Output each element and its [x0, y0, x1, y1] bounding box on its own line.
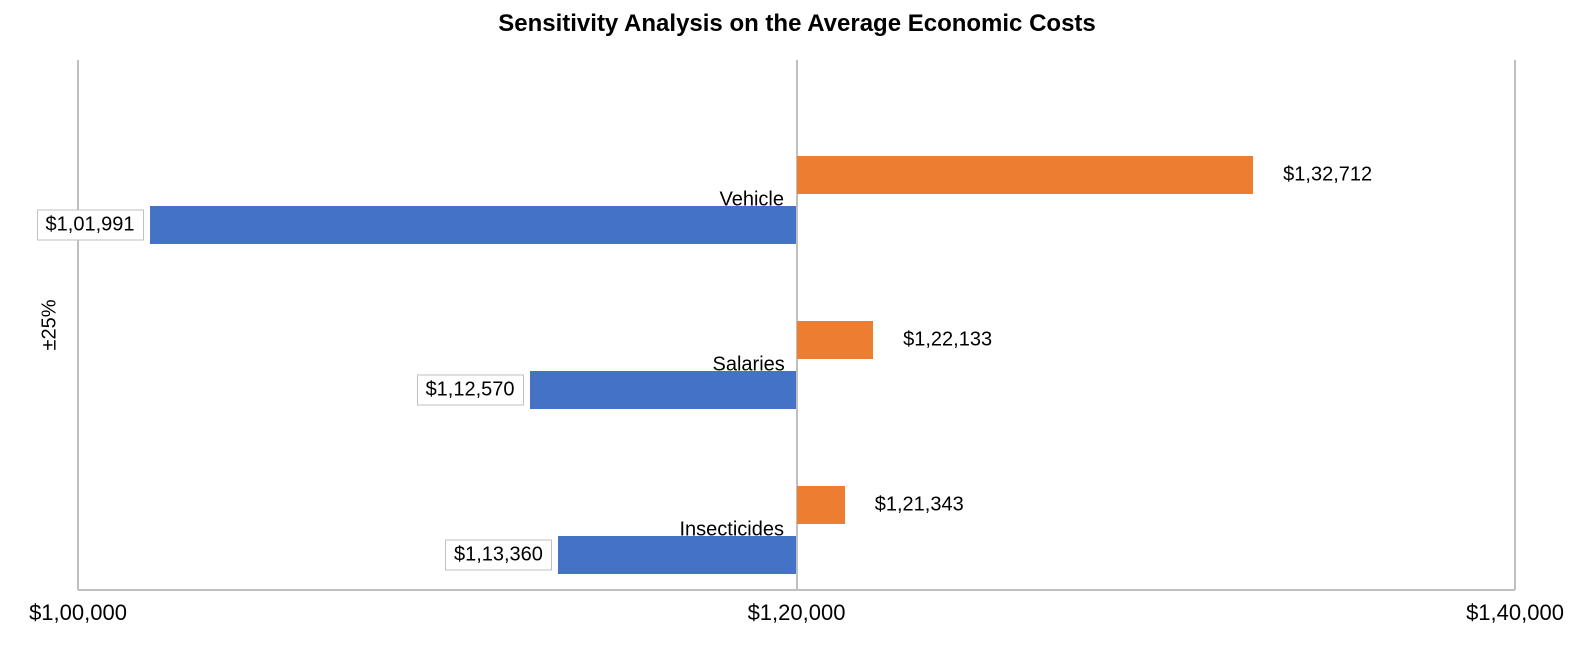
bar-high — [797, 486, 845, 524]
value-label-low: $1,12,570 — [417, 375, 524, 406]
value-label-low: $1,13,360 — [445, 540, 552, 571]
bar-low — [530, 371, 797, 409]
value-label-high: $1,22,133 — [903, 329, 992, 352]
y-axis-label: ±25% — [39, 299, 62, 350]
category-label: Salaries — [713, 354, 785, 377]
bar-low — [558, 536, 797, 574]
bar-high — [797, 321, 874, 359]
plot-area: $1,32,712$1,01,991Vehicle$1,22,133$1,12,… — [78, 60, 1515, 590]
gridline — [1514, 60, 1516, 590]
tornado-chart: Sensitivity Analysis on the Average Econ… — [0, 0, 1594, 649]
value-label-low: $1,01,991 — [37, 210, 144, 241]
category-label: Vehicle — [720, 189, 785, 212]
x-axis — [78, 589, 1515, 591]
bar-low — [150, 206, 797, 244]
value-label-high: $1,32,712 — [1283, 164, 1372, 187]
x-tick-label: $1,40,000 — [1466, 600, 1564, 626]
category-label: Insecticides — [680, 519, 785, 542]
x-tick-label: $1,00,000 — [29, 600, 127, 626]
chart-title: Sensitivity Analysis on the Average Econ… — [0, 10, 1594, 38]
x-tick-label: $1,20,000 — [748, 600, 846, 626]
value-label-high: $1,21,343 — [875, 494, 964, 517]
bar-high — [797, 156, 1254, 194]
gridline — [77, 60, 79, 590]
